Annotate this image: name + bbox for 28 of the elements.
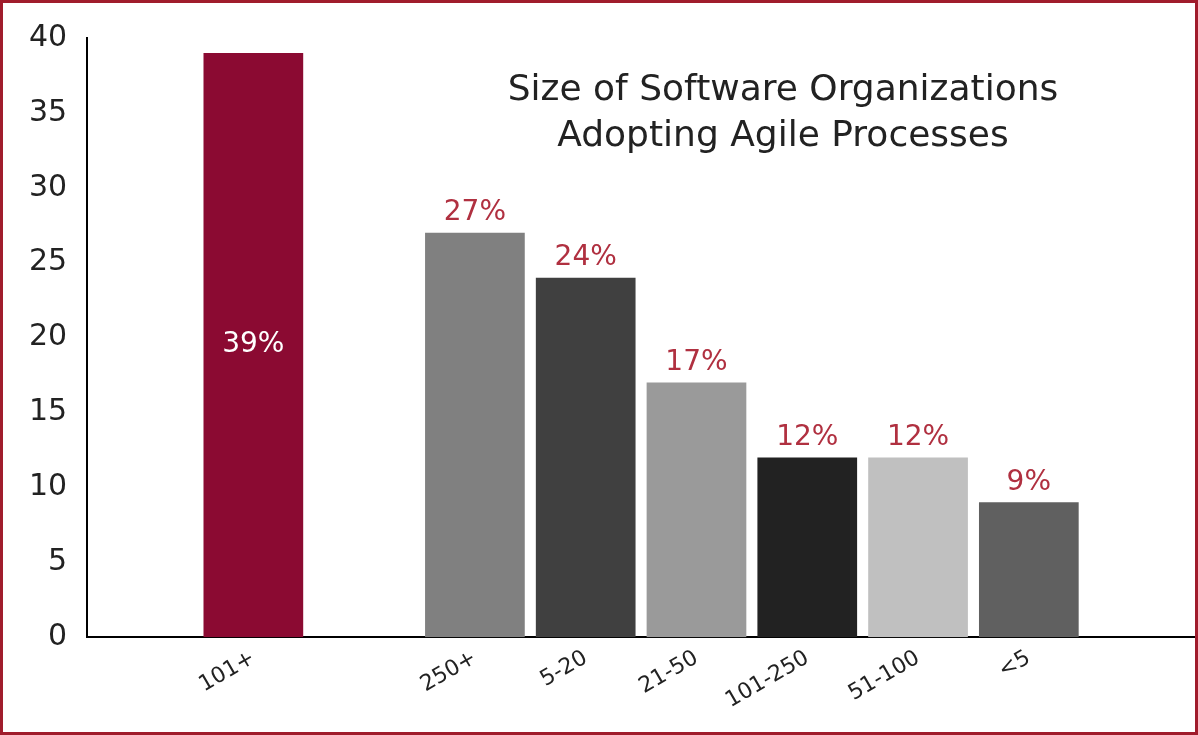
bar xyxy=(203,52,304,638)
data-label: 27% xyxy=(443,194,507,228)
bar xyxy=(425,232,525,638)
data-label: 12% xyxy=(886,418,950,452)
x-tick-label: 101+ xyxy=(193,644,259,697)
data-label: 9% xyxy=(1006,463,1052,497)
x-tick-label: <5 xyxy=(993,644,1035,683)
x-tick-label: 5-20 xyxy=(535,644,592,691)
y-tick-label: 25 xyxy=(28,242,68,278)
bar xyxy=(757,457,858,638)
y-tick-label: 40 xyxy=(28,17,68,53)
y-tick-label: 20 xyxy=(28,317,68,353)
y-tick-label: 10 xyxy=(28,467,68,503)
data-label: 39% xyxy=(222,326,285,360)
data-label: 12% xyxy=(776,418,839,452)
data-label: 24% xyxy=(554,238,617,272)
y-tick-label: 15 xyxy=(28,392,68,428)
y-tick-label: 35 xyxy=(28,92,68,128)
bar xyxy=(868,457,968,638)
y-tick-label: 0 xyxy=(48,616,68,652)
data-label: 17% xyxy=(665,343,728,377)
text: Size of Software Organizations Adopting Agile Processes xyxy=(506,66,1060,156)
x-tick-label: 250+ xyxy=(415,644,481,697)
bar xyxy=(535,277,636,638)
bar xyxy=(646,382,747,638)
y-tick-label: 30 xyxy=(28,167,68,203)
y-tick-label: 5 xyxy=(48,542,68,578)
bar xyxy=(978,502,1079,638)
